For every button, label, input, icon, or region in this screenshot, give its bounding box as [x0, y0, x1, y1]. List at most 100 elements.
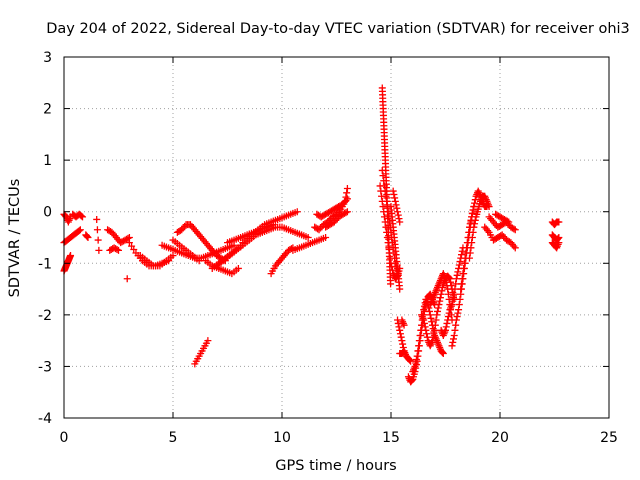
data-point — [425, 304, 433, 312]
data-point — [95, 246, 103, 254]
data-point — [469, 206, 477, 214]
data-point — [460, 264, 468, 272]
series-track-44 — [548, 218, 563, 229]
data-point — [457, 280, 465, 288]
data-point — [394, 208, 402, 216]
data-point — [445, 295, 453, 303]
data-point — [445, 274, 453, 282]
data-point — [449, 335, 457, 343]
data-point — [455, 301, 463, 309]
data-point — [468, 239, 476, 247]
data-point — [436, 297, 444, 305]
data-point — [460, 259, 468, 267]
data-point — [434, 307, 442, 315]
series-track-29 — [389, 187, 404, 226]
data-point — [269, 221, 277, 229]
data-point — [343, 195, 351, 203]
data-point — [343, 185, 351, 193]
data-point — [75, 227, 83, 235]
data-point — [449, 297, 457, 305]
data-point — [427, 314, 435, 322]
data-point — [448, 301, 456, 309]
data-point — [413, 352, 421, 360]
data-point — [444, 316, 452, 324]
data-point — [429, 333, 437, 341]
data-point — [443, 319, 451, 327]
data-point — [113, 246, 121, 254]
data-point — [387, 280, 395, 288]
data-point — [169, 252, 177, 260]
data-point — [439, 349, 447, 357]
data-point — [396, 326, 404, 334]
series-track-5 — [82, 231, 92, 241]
data-point — [79, 213, 87, 221]
data-point — [554, 234, 562, 242]
data-point — [420, 319, 428, 327]
data-point — [455, 306, 463, 314]
data-point — [391, 197, 399, 205]
data-point — [67, 252, 75, 260]
data-point — [83, 232, 91, 240]
data-point — [407, 357, 415, 365]
series-track-35 — [418, 272, 458, 350]
series-track-24 — [322, 208, 351, 231]
y-tick-label: -3 — [38, 359, 52, 375]
data-point — [442, 326, 449, 334]
series-track-30 — [394, 316, 415, 365]
data-point — [412, 356, 420, 364]
data-point — [449, 338, 457, 346]
data-point — [392, 201, 400, 209]
data-point — [467, 244, 475, 252]
grid-lines — [64, 57, 609, 418]
series-track-46 — [548, 239, 563, 252]
axis-ticks — [63, 56, 610, 419]
data-point — [450, 290, 458, 298]
data-point — [431, 321, 439, 329]
data-point — [342, 209, 350, 217]
x-tick-label: 20 — [491, 430, 509, 446]
data-point — [459, 270, 467, 278]
data-point — [511, 226, 519, 234]
data-point — [389, 187, 397, 195]
data-point — [195, 257, 203, 265]
data-point — [343, 189, 351, 197]
y-tick-label: -2 — [38, 308, 52, 324]
data-point — [420, 306, 428, 314]
series-track-6 — [93, 215, 103, 254]
data-point — [84, 234, 92, 241]
data-point — [447, 304, 455, 312]
series-track-4 — [69, 210, 87, 221]
data-point — [511, 244, 519, 252]
series-track-11 — [136, 252, 177, 270]
series-track-9 — [123, 275, 131, 283]
data-point — [422, 326, 430, 334]
data-point — [470, 223, 478, 231]
data-point — [436, 294, 444, 302]
data-point — [412, 359, 420, 367]
data-point — [453, 313, 461, 321]
data-point — [416, 331, 424, 339]
data-point — [456, 258, 464, 266]
data-point — [466, 249, 474, 257]
data-point — [428, 337, 436, 345]
data-point — [415, 342, 423, 350]
series-track-40 — [465, 192, 493, 262]
chart-title: Day 204 of 2022, Sidereal Day-to-day VTE… — [46, 21, 630, 37]
data-point — [234, 264, 242, 272]
data-point — [442, 275, 449, 283]
data-point — [420, 316, 428, 324]
data-point — [400, 321, 408, 329]
data-point — [382, 192, 390, 200]
x-tick-label: 15 — [382, 430, 400, 446]
data-point — [94, 236, 102, 244]
plot-frame — [63, 56, 610, 419]
data-point — [505, 218, 513, 226]
data-point — [448, 342, 456, 350]
data-point — [395, 215, 403, 223]
data-point — [304, 234, 312, 241]
series-track-16 — [202, 257, 242, 278]
data-point — [391, 194, 399, 202]
y-tick-label: -4 — [38, 411, 52, 427]
data-point — [437, 290, 445, 298]
y-tick-label: 2 — [43, 102, 52, 118]
